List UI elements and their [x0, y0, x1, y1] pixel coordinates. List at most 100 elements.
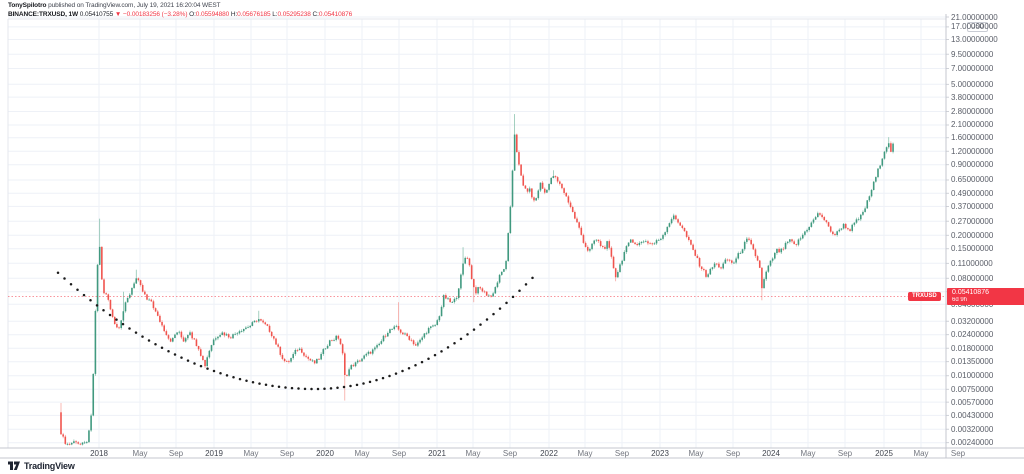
candle-body: [389, 329, 391, 334]
candle-body: [715, 263, 718, 265]
arc-dot: [89, 299, 92, 302]
time-axis-year-label: 2020: [316, 449, 334, 458]
candle-body: [705, 270, 707, 277]
candle-body: [266, 324, 269, 326]
candle-body: [503, 269, 505, 272]
candle-body: [288, 361, 290, 362]
candle-body: [245, 327, 247, 329]
candle-body: [806, 229, 808, 232]
tradingview-attribution[interactable]: TradingView: [8, 460, 75, 471]
candle-body: [124, 302, 127, 312]
arc-dot: [492, 312, 495, 316]
candle-body: [305, 355, 307, 357]
candle-body: [552, 176, 555, 178]
candle-body: [167, 335, 170, 339]
candle-body: [763, 279, 765, 289]
time-axis-month-label: Sep: [725, 449, 741, 458]
price-axis-label: 17.00000000: [951, 22, 998, 32]
candle-body: [126, 297, 129, 303]
candle-wick: [99, 218, 101, 266]
candle-body: [455, 297, 458, 299]
arc-dot: [115, 318, 118, 321]
candle-wick: [740, 251, 741, 255]
time-axis[interactable]: 2018 May Sep 2019 May Sep 2020 May Sep 2021 May Sep…: [0, 448, 1024, 458]
candle-wick: [649, 241, 651, 244]
candle-wick: [333, 338, 335, 342]
candle-body: [438, 316, 441, 321]
candle-body: [584, 242, 587, 247]
arc-dot: [388, 374, 391, 378]
candle-body: [333, 339, 335, 341]
candle-body: [62, 434, 64, 437]
last-price-value: 0.05410876: [952, 289, 989, 297]
grid-lines: [8, 16, 946, 448]
candle-body: [709, 268, 712, 275]
candle-body: [892, 143, 894, 152]
candle-body: [430, 326, 432, 328]
candle-body: [73, 441, 75, 444]
candle-body: [206, 357, 208, 367]
candle-body: [872, 181, 875, 191]
price-axis-label: 0.02400000: [951, 330, 994, 340]
candle-body: [657, 239, 660, 241]
arc-dot: [56, 271, 60, 275]
candle-body: [406, 333, 408, 337]
candle-body: [565, 192, 568, 197]
bar-countdown: 6d 9h: [952, 297, 968, 304]
candle-body: [268, 325, 271, 332]
candle-body: [309, 358, 312, 361]
price-axis-label: 0.15000000: [951, 244, 994, 254]
candle-body: [634, 242, 636, 245]
candle-body: [604, 246, 606, 249]
price-axis[interactable]: USD 0.05410876 6d 9h 21.00000000 17.00000…: [946, 0, 1024, 458]
candle-body: [238, 331, 241, 334]
arc-dot: [219, 372, 222, 375]
candle-body: [419, 339, 421, 343]
arc-dot: [505, 301, 508, 305]
tradingview-logo-text: TradingView: [24, 460, 75, 471]
candle-body: [174, 334, 176, 338]
candle-body: [743, 241, 746, 250]
candle-body: [337, 335, 340, 339]
candle-body: [178, 331, 181, 333]
candle-body: [494, 287, 497, 294]
candle-body: [322, 349, 325, 354]
candle-body: [599, 241, 602, 247]
candle-body: [778, 248, 780, 253]
candle-body: [662, 235, 664, 239]
candle-body: [713, 263, 716, 268]
candle-body: [210, 345, 213, 351]
candle-body: [842, 223, 845, 229]
candle-body: [227, 334, 230, 338]
candle-body: [195, 339, 198, 347]
candle-wick: [247, 325, 249, 329]
candle-body: [836, 231, 838, 236]
arc-dot: [284, 386, 287, 389]
candle-body: [735, 258, 737, 263]
price-axis-label: 0.00750000: [951, 384, 994, 394]
time-axis-year-label: 2022: [540, 449, 558, 458]
candle-body: [247, 327, 249, 329]
candle-body: [786, 241, 789, 243]
candle-body: [380, 341, 383, 344]
candle-body: [277, 344, 279, 347]
price-axis-label: 0.01000000: [951, 371, 994, 381]
arc-dot: [323, 387, 326, 391]
candle-body: [341, 344, 344, 354]
price-axis-label: 0.37000000: [951, 201, 994, 211]
candle-body: [427, 327, 430, 334]
arc-dot: [238, 377, 242, 381]
candle-body: [819, 213, 821, 215]
candle-body: [230, 337, 232, 339]
candle-body: [331, 340, 333, 342]
candle-body: [563, 188, 565, 193]
candle-body: [440, 306, 443, 317]
candle-body: [77, 442, 79, 444]
candle-body: [782, 248, 785, 250]
candle-body: [574, 212, 576, 219]
candle-body: [860, 214, 862, 220]
candle-body: [496, 282, 499, 288]
arc-dot: [167, 349, 170, 353]
candle-body: [606, 241, 608, 249]
